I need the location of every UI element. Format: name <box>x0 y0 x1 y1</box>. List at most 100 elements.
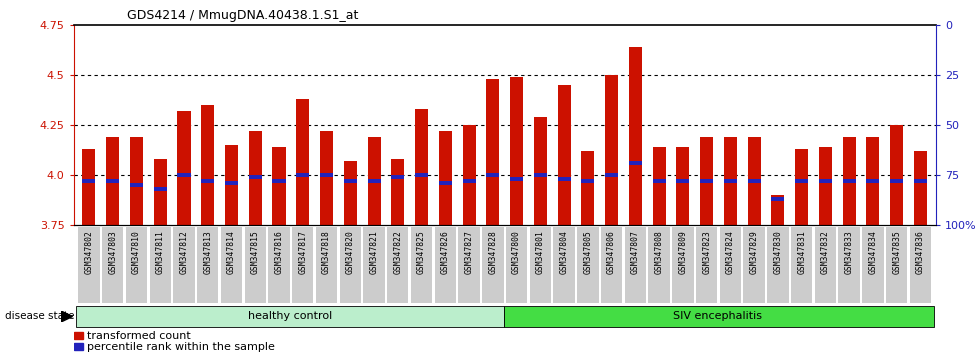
Bar <box>866 178 879 183</box>
Bar <box>415 109 428 225</box>
Text: GSM347805: GSM347805 <box>583 230 592 274</box>
Text: GSM347827: GSM347827 <box>465 230 473 274</box>
Bar <box>197 227 219 303</box>
Bar <box>819 178 832 183</box>
Text: GSM347801: GSM347801 <box>536 230 545 274</box>
Text: GSM347810: GSM347810 <box>132 230 141 274</box>
Bar <box>795 178 808 183</box>
Polygon shape <box>61 311 73 322</box>
Bar <box>672 227 694 303</box>
Bar <box>676 178 689 183</box>
Bar <box>74 332 83 339</box>
Text: GSM347826: GSM347826 <box>441 230 450 274</box>
Bar <box>316 227 337 303</box>
Text: GSM347820: GSM347820 <box>346 230 355 274</box>
Bar <box>463 125 475 225</box>
Bar <box>387 227 409 303</box>
Bar <box>558 177 570 181</box>
Bar <box>510 77 523 225</box>
Bar <box>767 227 789 303</box>
Bar <box>154 187 167 191</box>
Bar <box>558 85 570 225</box>
Text: GSM347833: GSM347833 <box>845 230 854 274</box>
Text: GSM347800: GSM347800 <box>513 230 521 274</box>
Bar <box>886 227 907 303</box>
Bar <box>272 147 285 225</box>
Bar <box>296 99 310 225</box>
Text: GSM347835: GSM347835 <box>892 230 902 274</box>
Text: SIV encephalitis: SIV encephalitis <box>673 312 761 321</box>
Bar <box>102 227 123 303</box>
Text: GSM347825: GSM347825 <box>417 230 426 274</box>
Bar <box>82 178 95 183</box>
Bar <box>320 131 333 225</box>
Bar <box>130 137 143 225</box>
Bar <box>605 173 618 177</box>
Bar <box>269 227 290 303</box>
Text: GSM347808: GSM347808 <box>655 230 663 274</box>
Bar <box>862 227 884 303</box>
Bar <box>554 227 575 303</box>
Bar <box>78 227 100 303</box>
Bar <box>866 137 879 225</box>
Text: GSM347822: GSM347822 <box>393 230 403 274</box>
Bar <box>744 227 764 303</box>
Bar <box>225 181 238 185</box>
Bar <box>724 137 737 225</box>
Bar <box>249 131 262 225</box>
Bar <box>340 227 361 303</box>
Bar <box>890 178 904 183</box>
Bar <box>748 137 760 225</box>
Bar <box>486 79 500 225</box>
Bar <box>909 227 931 303</box>
Bar <box>463 178 475 183</box>
Bar <box>649 227 669 303</box>
Bar <box>75 306 504 327</box>
Bar <box>914 178 927 183</box>
Bar <box>771 195 784 225</box>
Bar <box>534 117 547 225</box>
Bar <box>177 173 190 177</box>
Bar <box>220 227 242 303</box>
Bar <box>653 178 665 183</box>
Bar <box>504 306 934 327</box>
Bar <box>459 227 480 303</box>
Text: GSM347815: GSM347815 <box>251 230 260 274</box>
Bar <box>914 151 927 225</box>
Bar <box>819 147 832 225</box>
Text: GSM347816: GSM347816 <box>274 230 283 274</box>
Text: GSM347821: GSM347821 <box>369 230 378 274</box>
Bar <box>173 227 195 303</box>
Bar <box>605 75 618 225</box>
Bar <box>653 147 665 225</box>
Text: GSM347831: GSM347831 <box>797 230 807 274</box>
Bar <box>82 149 95 225</box>
Bar <box>795 149 808 225</box>
Bar <box>601 227 622 303</box>
Bar <box>411 227 432 303</box>
Bar <box>700 137 713 225</box>
Text: disease state: disease state <box>5 312 74 321</box>
Bar <box>510 177 523 181</box>
Bar <box>843 137 856 225</box>
Bar <box>506 227 527 303</box>
Bar <box>700 178 713 183</box>
Bar <box>106 178 120 183</box>
Bar <box>74 343 83 350</box>
Text: GDS4214 / MmugDNA.40438.1.S1_at: GDS4214 / MmugDNA.40438.1.S1_at <box>127 9 359 22</box>
Text: GSM347814: GSM347814 <box>227 230 236 274</box>
Bar <box>292 227 314 303</box>
Bar <box>154 159 167 225</box>
Bar <box>629 161 642 165</box>
Text: GSM347828: GSM347828 <box>488 230 497 274</box>
Text: GSM347824: GSM347824 <box>726 230 735 274</box>
Bar <box>344 178 357 183</box>
Bar <box>748 178 760 183</box>
Text: healthy control: healthy control <box>248 312 332 321</box>
Text: GSM347804: GSM347804 <box>560 230 568 274</box>
Bar <box>724 178 737 183</box>
Bar <box>696 227 717 303</box>
Text: GSM347813: GSM347813 <box>203 230 213 274</box>
Text: GSM347834: GSM347834 <box>868 230 877 274</box>
Bar <box>415 173 428 177</box>
